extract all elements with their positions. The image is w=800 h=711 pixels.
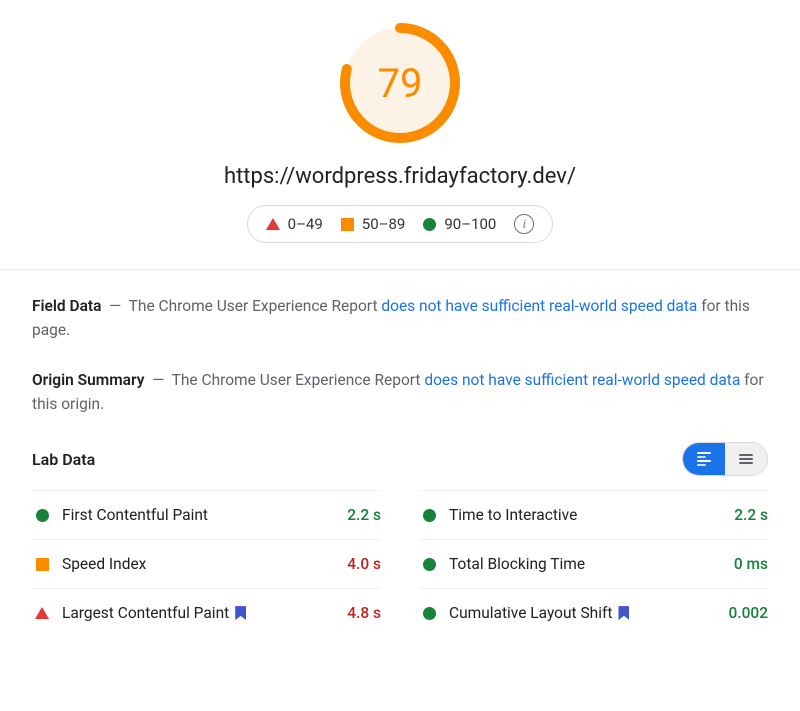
metric-row[interactable]: Cumulative Layout Shift0.002 [419,588,768,637]
score-gauge: 79 [335,18,465,148]
circle-icon [423,607,436,620]
lab-data-heading: Lab Data [32,450,95,469]
metric-value: 2.2 s [734,506,768,524]
metric-value: 0.002 [728,604,768,622]
metric-row[interactable]: Speed Index4.0 s [32,539,381,588]
bookmark-icon [235,606,246,620]
metric-label: Time to Interactive [449,506,734,524]
header-section: 79 https://wordpress.fridayfactory.dev/ … [0,0,800,243]
circle-icon [36,509,49,522]
metric-row[interactable]: Largest Contentful Paint4.8 s [32,588,381,637]
toggle-compact-icon[interactable] [725,443,767,475]
origin-summary-pre: The Chrome User Experience Report [172,371,421,389]
bookmark-icon [618,606,629,620]
toggle-expanded-icon[interactable] [683,443,725,475]
field-data-label: Field Data [32,297,101,315]
metric-row[interactable]: Time to Interactive2.2 s [419,490,768,539]
metric-row[interactable]: Total Blocking Time0 ms [419,539,768,588]
metric-label: First Contentful Paint [62,506,347,524]
legend-mid: 50–89 [341,215,406,233]
square-icon [341,218,354,231]
field-data-message: Field Data — The Chrome User Experience … [32,294,768,342]
metric-label: Speed Index [62,555,347,573]
metrics-grid: First Contentful Paint2.2 sSpeed Index4.… [32,490,768,637]
metric-row[interactable]: First Contentful Paint2.2 s [32,490,381,539]
metric-label: Largest Contentful Paint [62,604,347,622]
metrics-right-column: Time to Interactive2.2 sTotal Blocking T… [419,490,768,637]
view-toggle[interactable] [682,442,768,476]
legend-poor: 0–49 [266,215,323,233]
score-value: 79 [335,18,465,148]
metric-label: Total Blocking Time [449,555,734,573]
legend-good-range: 90–100 [444,215,496,233]
triangle-icon [35,607,49,619]
triangle-icon [266,218,280,230]
legend-poor-range: 0–49 [288,215,323,233]
metric-value: 4.0 s [347,555,381,573]
score-legend: 0–49 50–89 90–100 i [247,205,554,243]
origin-summary-message: Origin Summary — The Chrome User Experie… [32,368,768,416]
square-icon [36,558,49,571]
field-data-pre: The Chrome User Experience Report [129,297,378,315]
metric-value: 0 ms [734,555,768,573]
info-icon[interactable]: i [514,214,534,234]
metric-value: 2.2 s [347,506,381,524]
field-data-link[interactable]: does not have sufficient real-world spee… [381,297,697,315]
origin-summary-label: Origin Summary [32,371,144,389]
origin-summary-link[interactable]: does not have sufficient real-world spee… [424,371,740,389]
metric-label: Cumulative Layout Shift [449,604,728,622]
circle-icon [423,558,436,571]
circle-icon [423,218,436,231]
legend-mid-range: 50–89 [362,215,406,233]
tested-url: https://wordpress.fridayfactory.dev/ [0,164,800,189]
metric-value: 4.8 s [347,604,381,622]
circle-icon [423,509,436,522]
legend-good: 90–100 [423,215,496,233]
metrics-left-column: First Contentful Paint2.2 sSpeed Index4.… [32,490,381,637]
